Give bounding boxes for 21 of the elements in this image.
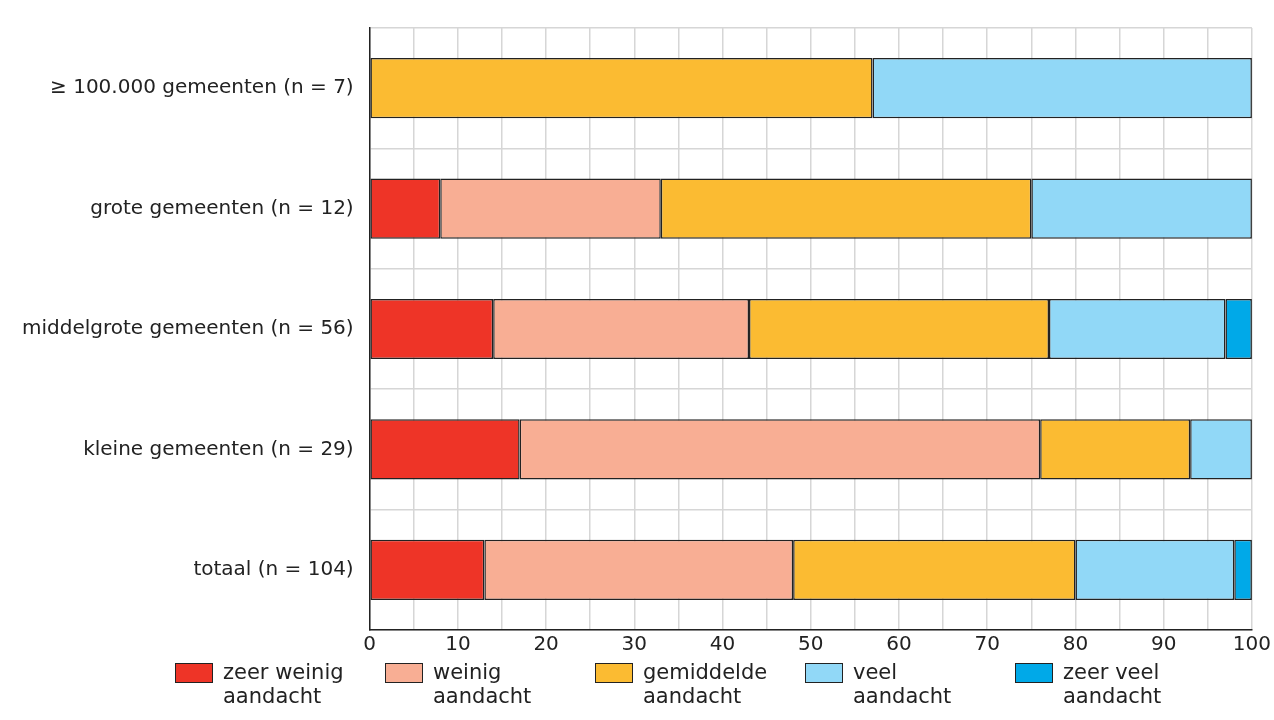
x-tick-label: 80 <box>1062 631 1089 656</box>
legend-label: zeer weinig aandacht <box>223 660 345 708</box>
y-tick-label: totaal (n = 104) <box>193 556 354 580</box>
legend-label: zeer veel aandacht <box>1063 660 1163 708</box>
x-tick-label: 100 <box>1232 631 1272 656</box>
y-tick-label: ≥ 100.000 gemeenten (n = 7) <box>50 74 354 99</box>
x-tick-label: 90 <box>1150 631 1177 656</box>
y-tick-label: grote gemeenten (n = 12) <box>90 194 354 219</box>
legend-label: gemiddelde aandacht <box>643 660 769 708</box>
y-tick-label: middelgrote gemeenten (n = 56) <box>21 315 354 340</box>
x-tick-label: 60 <box>886 631 912 656</box>
y-tick-label: kleine gemeenten (n = 29) <box>83 435 354 460</box>
x-tick-label: 20 <box>533 631 559 656</box>
x-tick-label: 70 <box>974 631 1000 656</box>
legend-label: weinig aandacht <box>433 660 533 708</box>
x-tick-label: 50 <box>798 631 824 656</box>
x-tick-label: 30 <box>621 631 648 656</box>
x-tick-label: 10 <box>445 631 471 656</box>
legend-label: veel aandacht <box>853 660 953 708</box>
x-tick-label: 0 <box>363 631 377 656</box>
x-tick-label: 40 <box>709 631 736 656</box>
